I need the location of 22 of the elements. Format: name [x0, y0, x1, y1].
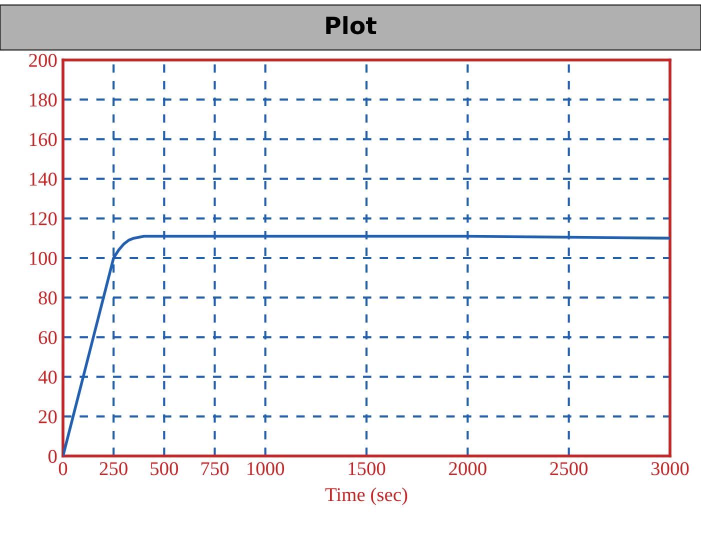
x-tick-label: 1000: [248, 462, 284, 476]
x-tick-label: 0: [58, 462, 68, 476]
x-tick-label: 1500: [348, 462, 386, 476]
x-tick-label: 2500: [550, 462, 588, 476]
y-tick-label: 200: [29, 54, 57, 67]
x-tick-label: 2000: [449, 462, 486, 476]
y-tick-label: 40: [38, 370, 57, 384]
x-tick-label: 3000: [651, 462, 689, 476]
y-tick-label: 20: [38, 410, 57, 424]
y-tick-label: 80: [38, 291, 57, 305]
x-tick-label: 750: [201, 462, 229, 476]
y-tick-label: 140: [30, 172, 57, 186]
x-tick-label: 500: [150, 462, 178, 476]
x-axis-title: Time (sec): [325, 488, 408, 506]
y-tick-label: 180: [30, 93, 57, 107]
x-tick-label: 250: [100, 462, 128, 476]
chart-title: Plot: [326, 16, 376, 34]
y-tick-label: 0: [48, 450, 57, 463]
y-tick-label: 60: [38, 331, 57, 344]
y-tick-label: 100: [30, 252, 57, 265]
y-tick-label: 120: [30, 212, 57, 226]
y-tick-label: 160: [30, 133, 57, 146]
